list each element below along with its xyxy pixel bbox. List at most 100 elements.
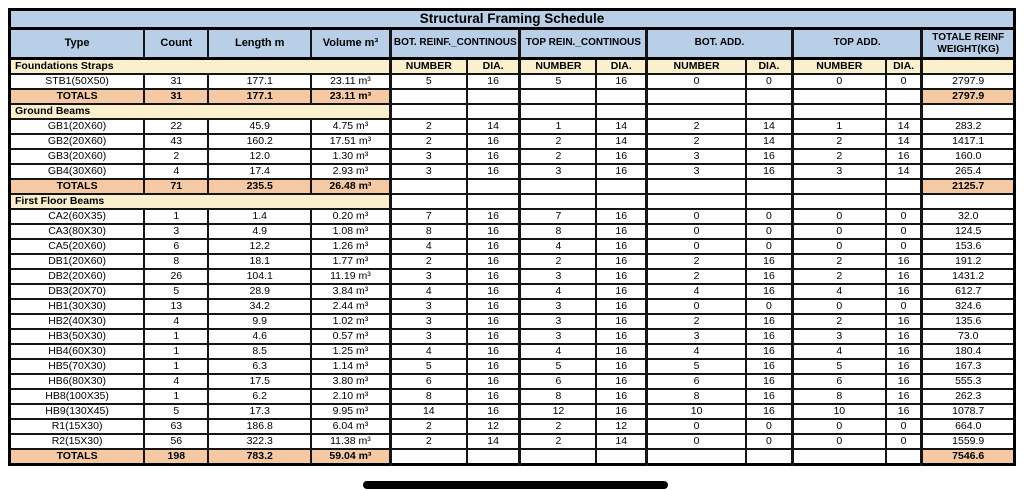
cell-volume: 1.02 m³ — [309, 313, 392, 330]
cell-count: 43 — [143, 133, 210, 150]
totals-count: 198 — [143, 448, 210, 466]
totals-empty-cell — [884, 178, 923, 195]
cell-dia: 16 — [884, 388, 923, 405]
data-row: STB1(50X50) 31 177.1 23.11 m³ 5 16 5 16 0 0 0 0 2797… — [8, 73, 1016, 90]
cell-count: 1 — [143, 358, 210, 375]
cell-weight: 262.3 — [920, 388, 1016, 405]
cell-dia: 0 — [745, 433, 794, 450]
cell-number: 0 — [790, 418, 887, 435]
cell-count: 26 — [143, 268, 210, 285]
subheader-number: NUMBER — [645, 57, 748, 75]
cell-number: 0 — [645, 238, 748, 255]
col-header-count: Count — [143, 27, 210, 60]
cell-length: 6.2 — [207, 388, 312, 405]
cell-count: 1 — [143, 328, 210, 345]
cell-number: 2 — [518, 418, 598, 435]
cell-count: 4 — [143, 313, 210, 330]
cell-weight: 2797.9 — [920, 73, 1016, 90]
cell-dia: 16 — [465, 283, 521, 300]
framing-schedule-table: Structural Framing Schedule Type Count L… — [8, 8, 1016, 466]
cell-dia: 14 — [745, 133, 794, 150]
schedule-table: Structural Framing Schedule Type Count L… — [8, 8, 1016, 466]
cell-dia: 16 — [884, 268, 923, 285]
cell-volume: 1.77 m³ — [309, 253, 392, 270]
cell-volume: 2.93 m³ — [309, 163, 392, 180]
cell-number: 3 — [518, 298, 598, 315]
cell-dia: 16 — [595, 343, 648, 360]
cell-type: DB2(20X60) — [8, 268, 146, 285]
cell-number: 8 — [518, 388, 598, 405]
cell-type: DB3(20X70) — [8, 283, 146, 300]
cell-number: 0 — [790, 238, 887, 255]
cell-number: 2 — [645, 253, 748, 270]
cell-dia: 16 — [465, 358, 521, 375]
data-row: HB6(80X30) 4 17.5 3.80 m³ 6 16 6 16 6 16 6 16 555.3 — [8, 373, 1016, 390]
data-row: HB8(100X35) 1 6.2 2.10 m³ 8 16 8 16 8 16 8 16 262.3 — [8, 388, 1016, 405]
home-indicator-bar[interactable] — [363, 481, 668, 489]
cell-weight: 1417.1 — [920, 133, 1016, 150]
cell-length: 45.9 — [207, 118, 312, 135]
cell-number: 10 — [645, 403, 748, 420]
data-row: HB5(70X30) 1 6.3 1.14 m³ 5 16 5 16 5 16 5 16 167.3 — [8, 358, 1016, 375]
totals-weight: 7546.6 — [920, 448, 1016, 466]
cell-volume: 4.75 m³ — [309, 118, 392, 135]
subheader-dia: DIA. — [465, 57, 521, 75]
cell-number: 0 — [790, 433, 887, 450]
cell-number: 8 — [645, 388, 748, 405]
cell-dia: 16 — [884, 313, 923, 330]
cell-length: 8.5 — [207, 343, 312, 360]
cell-dia: 16 — [884, 403, 923, 420]
cell-dia: 0 — [884, 298, 923, 315]
section-title: Ground Beams — [8, 103, 392, 120]
cell-length: 4.9 — [207, 223, 312, 240]
cell-number: 2 — [790, 253, 887, 270]
totals-length: 783.2 — [207, 448, 312, 466]
cell-dia: 12 — [595, 418, 648, 435]
cell-number: 2 — [388, 253, 468, 270]
cell-number: 7 — [518, 208, 598, 225]
cell-number: 4 — [790, 283, 887, 300]
cell-number: 0 — [790, 73, 887, 90]
cell-dia: 16 — [595, 298, 648, 315]
cell-volume: 2.44 m³ — [309, 298, 392, 315]
totals-row: TOTALS 31 177.1 23.11 m³ 2797.9 — [8, 88, 1016, 105]
cell-number: 3 — [645, 148, 748, 165]
totals-empty-cell — [388, 88, 468, 105]
data-row: GB1(20X60) 22 45.9 4.75 m³ 2 14 1 14 2 14 1 14 283.2 — [8, 118, 1016, 135]
cell-dia: 16 — [595, 223, 648, 240]
cell-number: 10 — [790, 403, 887, 420]
totals-empty-cell — [884, 88, 923, 105]
cell-number: 4 — [645, 283, 748, 300]
cell-dia: 16 — [465, 328, 521, 345]
cell-number: 2 — [790, 148, 887, 165]
totals-weight: 2125.7 — [920, 178, 1016, 195]
cell-volume: 11.38 m³ — [309, 433, 392, 450]
cell-weight: 1559.9 — [920, 433, 1016, 450]
cell-length: 186.8 — [207, 418, 312, 435]
totals-empty-cell — [465, 88, 521, 105]
cell-length: 322.3 — [207, 433, 312, 450]
subheader-number — [645, 103, 748, 120]
subheader-dia — [465, 103, 521, 120]
cell-number: 6 — [518, 373, 598, 390]
cell-dia: 16 — [745, 268, 794, 285]
cell-number: 4 — [388, 343, 468, 360]
cell-number: 2 — [518, 148, 598, 165]
totals-empty-cell — [745, 88, 794, 105]
cell-number: 2 — [518, 253, 598, 270]
subheader-dia — [884, 193, 923, 210]
cell-dia: 16 — [465, 298, 521, 315]
totals-empty-cell — [595, 448, 648, 466]
cell-length: 12.2 — [207, 238, 312, 255]
cell-dia: 16 — [595, 373, 648, 390]
cell-dia: 16 — [884, 148, 923, 165]
cell-number: 3 — [790, 328, 887, 345]
totals-volume: 23.11 m³ — [309, 88, 392, 105]
data-row: DB2(20X60) 26 104.1 11.19 m³ 3 16 3 16 2 16 2 16 143… — [8, 268, 1016, 285]
cell-number: 3 — [790, 163, 887, 180]
cell-type: R2(15X30) — [8, 433, 146, 450]
cell-number: 0 — [645, 208, 748, 225]
col-header-type: Type — [8, 27, 146, 60]
cell-type: DB1(20X60) — [8, 253, 146, 270]
cell-dia: 16 — [884, 253, 923, 270]
